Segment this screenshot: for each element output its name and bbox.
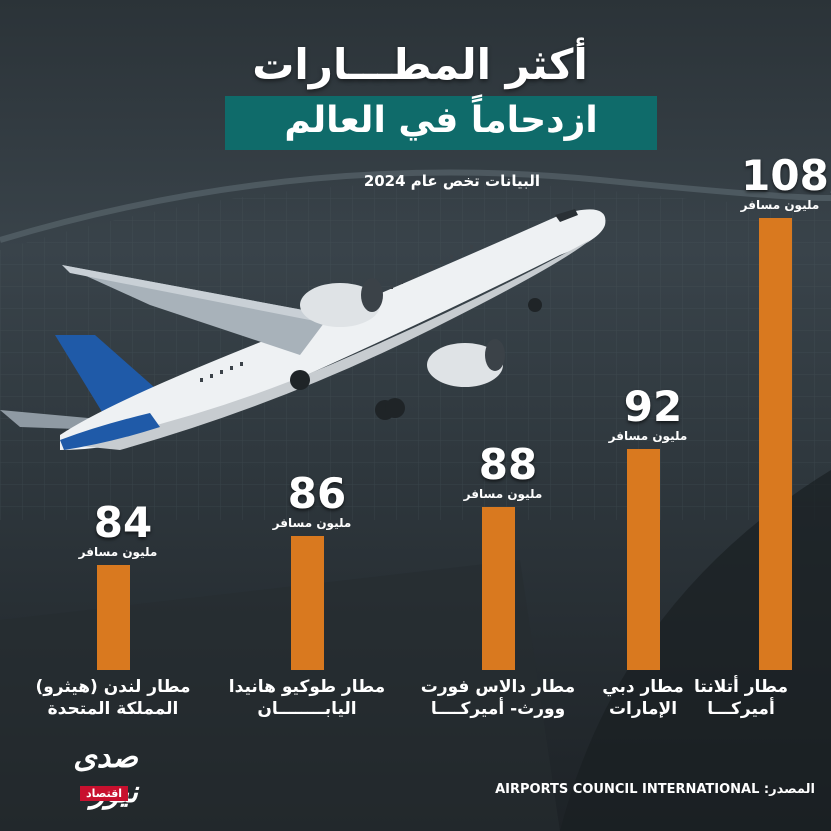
category-label-line: مطار طوكيو هانيدا	[228, 677, 386, 697]
value-label-1: 84	[93, 498, 153, 547]
category-label-2: مطار طوكيو هانيدا اليابــــــــان	[222, 676, 392, 720]
category-label-line: الإمارات	[608, 699, 678, 719]
category-label-line: المملكة المتحدة	[47, 699, 179, 719]
category-label-line: مطار دبي	[602, 677, 684, 697]
title-banner	[225, 96, 657, 150]
value-label-3: 88	[478, 440, 538, 490]
brand-logo: صدى نيوز اقتصاد	[28, 732, 138, 812]
unit-label-1: مليون مسافر	[78, 545, 158, 559]
category-label-1: مطار لندن (هيثرو) المملكة المتحدة	[28, 676, 198, 720]
bar-4	[627, 449, 660, 670]
bar-3	[482, 507, 515, 670]
airplane-illustration	[0, 209, 606, 450]
unit-label-5: مليون مسافر	[740, 198, 820, 212]
title-line1: أكثر المطـــارات	[252, 40, 588, 89]
logo-text: صدى نيوز	[73, 740, 138, 810]
bar-1	[97, 565, 130, 670]
logo-subtext: اقتصاد	[80, 786, 129, 801]
category-label-line: اليابــــــــان	[257, 699, 357, 719]
unit-label-2: مليون مسافر	[272, 516, 352, 531]
unit-label-4: مليون مسافر	[608, 429, 688, 444]
source-credit: المصدر: AIRPORTS COUNCIL INTERNATIONAL	[495, 782, 815, 797]
category-label-line: أميركـــا	[707, 699, 775, 719]
category-label-line: وورث- أميركــــا	[430, 699, 566, 719]
value-label-5: 108	[741, 151, 829, 200]
category-label-3: مطار دالاس فورت وورث- أميركــــا	[413, 676, 583, 720]
value-label-4: 92	[623, 382, 683, 432]
category-label-5: مطار أتلانتا أميركـــا	[656, 676, 826, 720]
category-label-line: مطار دالاس فورت	[420, 677, 576, 697]
bar-2	[291, 536, 324, 670]
category-label-4: مطار دبي الإمارات	[558, 676, 728, 720]
unit-label-3: مليون مسافر	[463, 487, 543, 502]
subtitle: البيانات تخص عام 2024	[363, 172, 540, 190]
category-label-line: مطار أتلانتا	[694, 677, 788, 697]
category-label-line: مطار لندن (هيثرو)	[35, 677, 191, 697]
bar-5	[759, 218, 792, 670]
value-label-2: 86	[287, 469, 347, 519]
title-line2: ازدحاماً في العالم	[284, 100, 598, 141]
